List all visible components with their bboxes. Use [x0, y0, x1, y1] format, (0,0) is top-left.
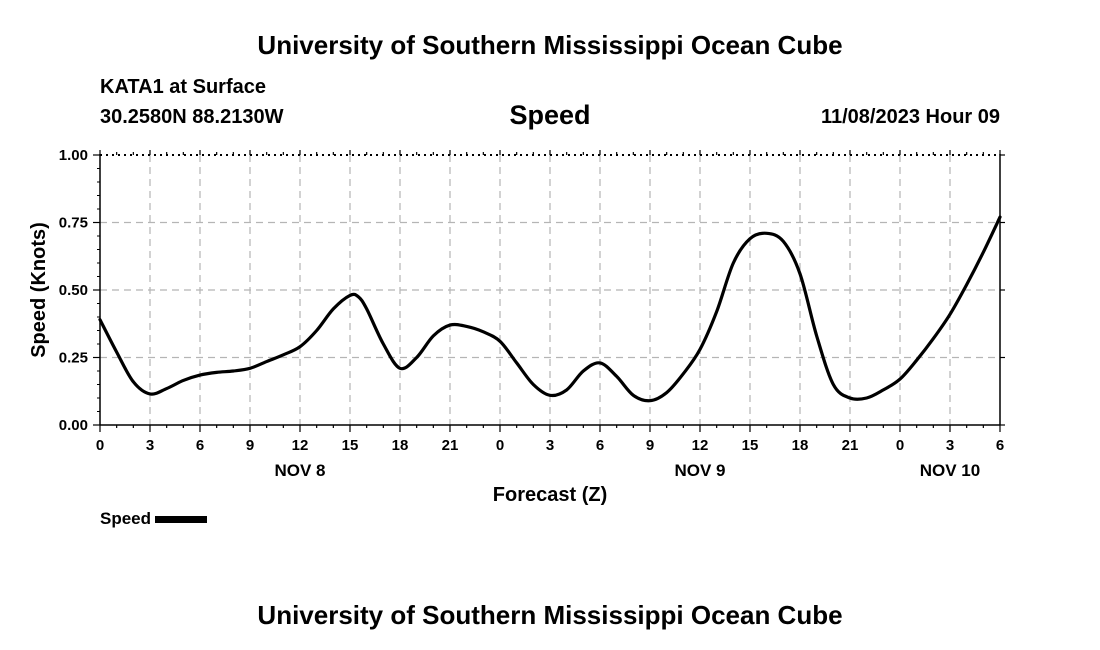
x-tick-label: 6	[196, 437, 204, 454]
x-tick-label: 6	[596, 437, 604, 454]
series-line-speed	[98, 215, 1002, 403]
x-tick-label: 0	[496, 437, 504, 454]
x-tick-label: 3	[546, 437, 554, 454]
legend: Speed	[100, 509, 208, 529]
x-tick-label: 12	[692, 437, 709, 454]
x-tick-label: 15	[342, 437, 359, 454]
parameter-title: Speed	[509, 100, 591, 130]
x-tick-label: 12	[292, 437, 309, 454]
footer-title: University of Southern Mississippi Ocean…	[257, 600, 843, 630]
y-tick-label: 0.75	[59, 215, 88, 232]
x-tick-label: 3	[146, 437, 154, 454]
x-tick-label: 21	[842, 437, 859, 454]
y-tick-label: 1.00	[59, 147, 88, 164]
x-tick-label: 9	[646, 437, 654, 454]
x-tick-label: 21	[442, 437, 459, 454]
legend-label: Speed	[100, 509, 152, 528]
chart-title: University of Southern Mississippi Ocean…	[257, 30, 843, 60]
x-axis-title: Forecast (Z)	[493, 484, 607, 506]
x-tick-label: 15	[742, 437, 759, 454]
forecast-datetime: 11/08/2023 Hour 09	[820, 106, 1000, 128]
x-tick-label: 18	[392, 437, 409, 454]
y-axis-title: Speed (Knots)	[28, 222, 50, 358]
y-tick-label: 0.50	[59, 282, 88, 299]
coordinates-label: 30.2580N 88.2130W	[100, 106, 284, 128]
legend-line-swatch	[155, 516, 208, 524]
station-label: KATA1 at Surface	[100, 76, 266, 98]
x-day-label: NOV 10	[920, 461, 980, 480]
x-tick-label: 0	[96, 437, 104, 454]
x-day-label: NOV 8	[274, 461, 325, 480]
y-tick-label: 0.25	[59, 350, 88, 367]
x-day-label: NOV 9	[674, 461, 725, 480]
y-tick-label: 0.00	[59, 417, 88, 434]
x-tick-label: 9	[246, 437, 254, 454]
x-tick-label: 6	[996, 437, 1004, 454]
x-tick-label: 3	[946, 437, 954, 454]
x-tick-label: 0	[896, 437, 904, 454]
x-tick-label: 18	[792, 437, 809, 454]
